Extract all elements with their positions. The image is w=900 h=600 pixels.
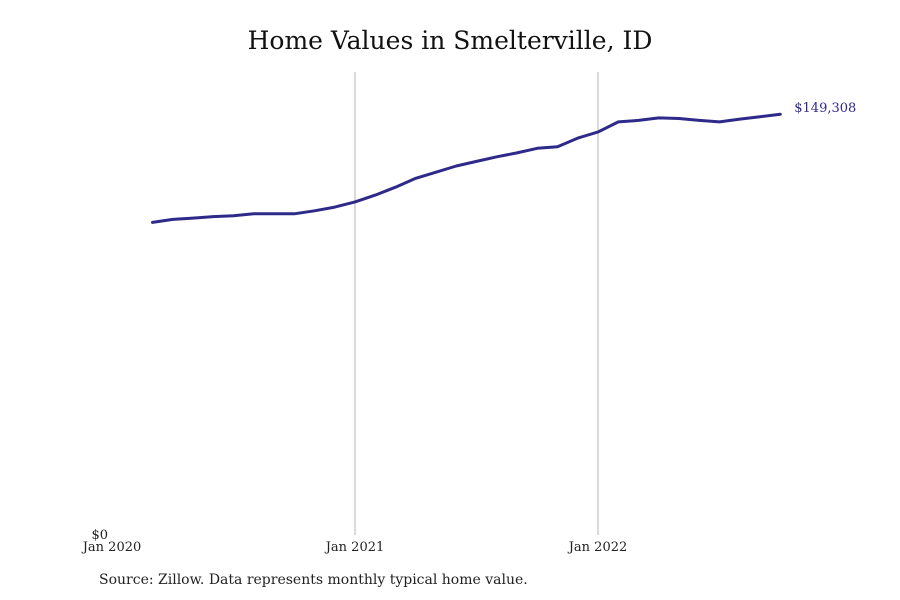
data-point: [536, 147, 539, 150]
data-point: [515, 151, 519, 155]
data-point: [698, 119, 701, 122]
data-point: [212, 215, 215, 218]
y-tick-label: $0: [91, 528, 108, 543]
series-line: [151, 112, 782, 224]
data-point: [738, 117, 741, 121]
x-tick-label: Jan 2021: [324, 540, 385, 555]
data-point: [353, 200, 357, 204]
data-point: [151, 221, 154, 224]
x-tick-label: Jan 2022: [567, 540, 628, 555]
data-point: [374, 193, 377, 197]
data-point: [394, 185, 397, 189]
data-point: [677, 117, 681, 120]
data-point: [718, 120, 721, 124]
data-point: [232, 214, 235, 217]
end-value-label: $149,308: [794, 101, 856, 116]
axis-ticks: Jan 2020 Jan 2021 Jan 2022 $0: [81, 528, 628, 555]
data-point: [293, 212, 296, 216]
source-note: Source: Zillow. Data represents monthly …: [99, 572, 528, 588]
data-point: [414, 177, 417, 180]
data-point: [333, 205, 336, 209]
gridlines: [354, 72, 599, 535]
annotations: $149,308: [794, 101, 856, 116]
x-tick-label: Jan 2020: [81, 540, 142, 555]
data-point: [556, 145, 559, 148]
data-point: [475, 160, 478, 163]
data-point: [657, 116, 660, 120]
data-point: [252, 212, 255, 216]
series-layer: [151, 112, 782, 224]
data-point: [596, 130, 600, 134]
data-point: [455, 164, 458, 168]
chart-title: Home Values in Smelterville, ID: [247, 26, 653, 55]
data-point: [272, 212, 276, 216]
data-point: [617, 120, 620, 124]
data-point: [171, 218, 174, 221]
data-point: [313, 209, 316, 212]
data-point: [191, 216, 195, 220]
data-point: [434, 170, 438, 174]
data-point: [637, 119, 640, 122]
data-point: [576, 136, 579, 140]
data-point: [495, 155, 498, 159]
data-point: [758, 115, 762, 118]
data-point: [779, 113, 782, 116]
